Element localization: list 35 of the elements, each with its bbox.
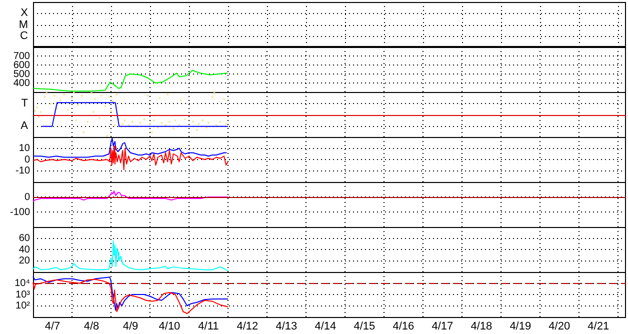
y-tick-label: 40 [18, 244, 30, 256]
y-tick-label: 0 [24, 154, 30, 166]
x-tick-label: 4/16 [392, 320, 414, 333]
x-tick-label: 4/17 [432, 320, 454, 333]
x-tick-label: 4/20 [548, 320, 570, 333]
x-tick-label: 4/21 [588, 320, 610, 333]
y-tick-label: 700 [13, 50, 30, 62]
y-tick-label: 10⁴ [14, 278, 30, 289]
text: M [18, 18, 28, 31]
text: T [21, 97, 28, 110]
x-tick-label: 4/18 [470, 320, 492, 333]
y-tick-label: 10² [16, 300, 31, 312]
y-tick-label: 0 [24, 192, 30, 203]
y-tick-label: 10³ [16, 289, 31, 300]
y-tick-label: -10 [16, 166, 30, 176]
x-tick-label: 4/12 [236, 320, 258, 333]
y-tick-label: 60 [18, 233, 30, 244]
text: X [20, 6, 28, 20]
text: C [20, 28, 28, 43]
y-tick-label: 10 [18, 143, 30, 154]
x-tick-label: 4/14 [314, 320, 336, 333]
x-tick-label: 4/11 [198, 320, 219, 333]
x-tick-label: 4/7 [44, 320, 60, 333]
x-tick-label: 4/19 [510, 320, 532, 333]
y-tick-label: 600 [13, 60, 30, 71]
text: A [20, 120, 29, 132]
y-tick-label: 400 [13, 78, 30, 89]
x-tick-label: 4/13 [276, 320, 298, 333]
x-tick-label: 4/10 [158, 320, 180, 333]
y-tick-label: 500 [13, 68, 30, 80]
x-tick-label: 4/15 [354, 320, 376, 333]
x-tick-label: 4/9 [122, 320, 138, 333]
y-tick-label: -100 [10, 206, 30, 218]
y-tick-label: 20 [18, 256, 30, 266]
x-tick-label: 4/8 [84, 320, 100, 333]
